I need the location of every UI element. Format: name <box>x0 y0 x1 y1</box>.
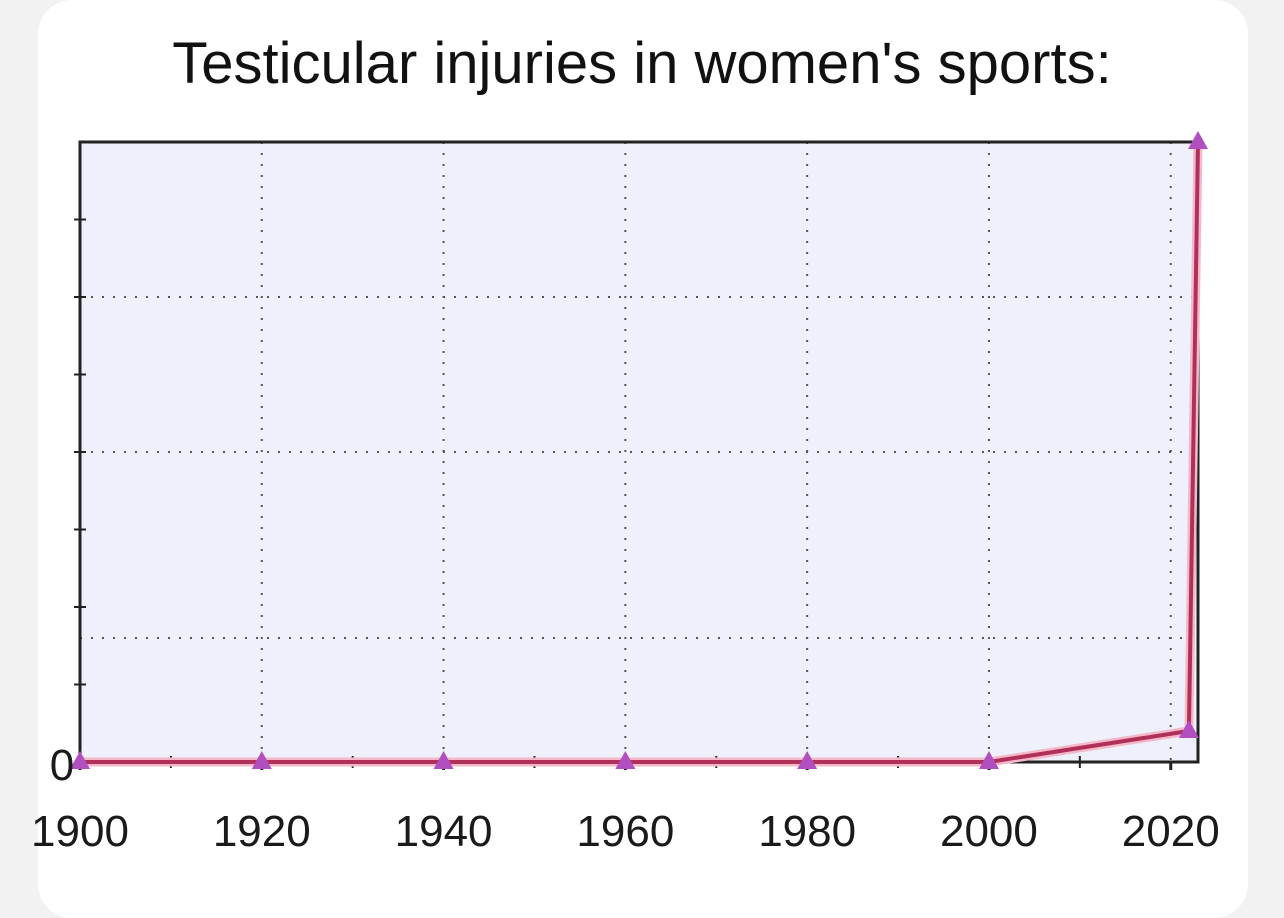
x-tick-label: 1960 <box>576 807 674 856</box>
x-tick-label: 1920 <box>213 807 311 856</box>
data-point-marker <box>433 751 454 769</box>
data-point-marker <box>978 751 999 769</box>
y-axis-labels: 0 <box>50 741 74 790</box>
x-tick-label: 2020 <box>1122 807 1220 856</box>
grid-lines <box>80 142 1198 762</box>
data-series <box>70 131 1208 769</box>
x-axis-labels: 1900 1920 1940 1960 1980 2000 2020 <box>31 807 1220 856</box>
x-tick-label: 1900 <box>31 807 129 856</box>
data-point-marker <box>251 751 272 769</box>
data-point-marker <box>1178 720 1199 738</box>
plot-background <box>80 142 1198 762</box>
y-tick-label: 0 <box>50 741 74 790</box>
data-point-marker <box>1188 131 1208 149</box>
data-point-marker <box>797 751 818 769</box>
data-point-marker <box>615 751 636 769</box>
data-point-marker <box>70 751 90 769</box>
series-line <box>80 141 1200 764</box>
x-tick-label: 1940 <box>395 807 493 856</box>
x-tick-label: 1980 <box>758 807 856 856</box>
x-tick-label: 2000 <box>940 807 1038 856</box>
chart-title: Testicular injuries in women's sports: <box>172 31 1112 96</box>
